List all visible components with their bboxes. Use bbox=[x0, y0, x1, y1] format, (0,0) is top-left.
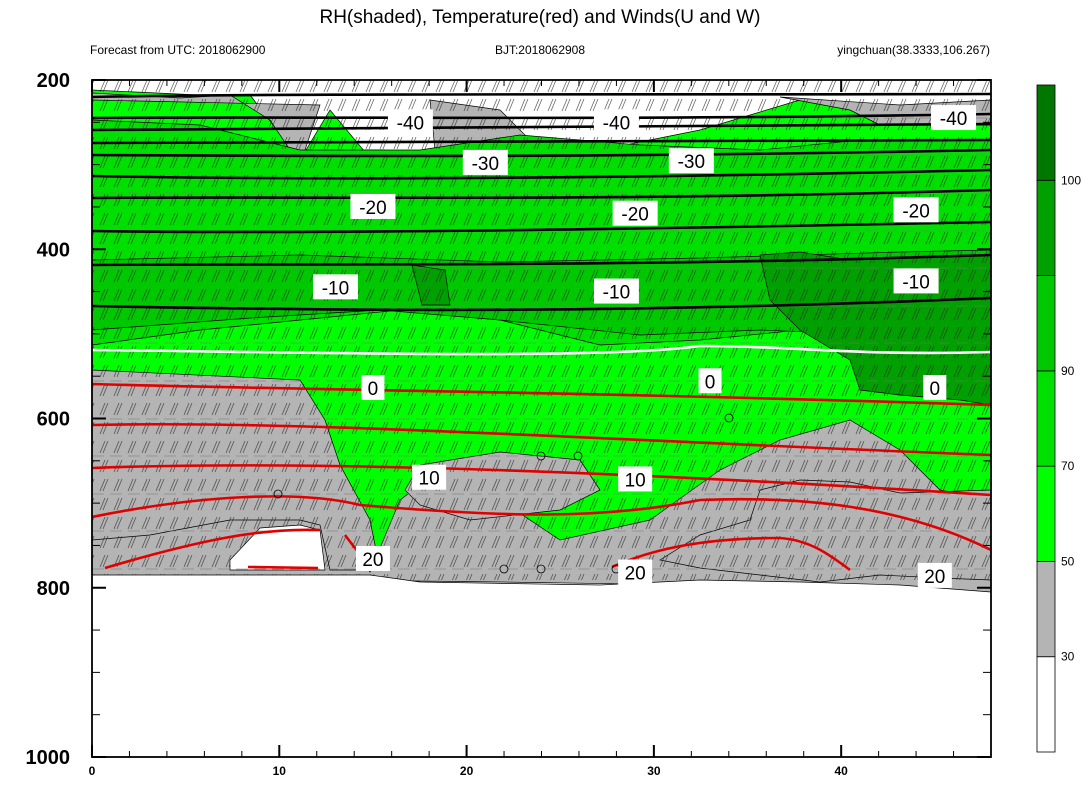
y-tick-label: 1000 bbox=[26, 747, 71, 769]
temperature-label: -30 bbox=[472, 154, 499, 175]
temperature-contours-negative bbox=[92, 92, 991, 312]
temperature-label-box bbox=[923, 375, 947, 401]
temperature-label-box bbox=[361, 375, 385, 401]
temperature-label: -40 bbox=[603, 113, 630, 134]
temperature-label-layer: -40 -40 -40 -30 -30 -20 -20 -20 -10 -10 -10 0 0 0 10 10… bbox=[312, 105, 977, 588]
temperature-label-box bbox=[612, 200, 658, 226]
colorbar-label: 70 bbox=[1061, 459, 1075, 473]
temperature-label: -20 bbox=[621, 205, 648, 226]
temperature-label-box bbox=[412, 464, 447, 490]
temperature-label-box bbox=[931, 105, 977, 131]
colorbar-label: 90 bbox=[1061, 364, 1075, 378]
colorbar-label: 30 bbox=[1061, 650, 1075, 664]
temperature-label: 20 bbox=[625, 564, 646, 585]
temperature-label: 10 bbox=[419, 469, 440, 490]
colorbar-label: 100 bbox=[1061, 173, 1081, 187]
plot-area bbox=[92, 80, 991, 757]
temperature-label: -30 bbox=[678, 152, 705, 173]
temperature-label-box bbox=[698, 368, 722, 394]
temperature-label-box bbox=[618, 466, 653, 492]
x-tick-label: 40 bbox=[834, 764, 848, 778]
temperature-label: -10 bbox=[603, 283, 630, 304]
station-label: yingchuan(38.3333,106.267) bbox=[837, 43, 990, 57]
x-tick-label: 10 bbox=[273, 764, 287, 778]
y-tick-label: 200 bbox=[37, 70, 70, 92]
temperature-label-box bbox=[387, 109, 433, 135]
y-tick-label: 400 bbox=[37, 239, 70, 261]
temperature-label: 0 bbox=[705, 372, 716, 393]
temperature-label: -20 bbox=[359, 198, 386, 219]
chart-title: RH(shaded), Temperature(red) and Winds(U… bbox=[319, 7, 760, 28]
temperature-label: 0 bbox=[368, 379, 379, 400]
x-tick-label: 30 bbox=[647, 764, 661, 778]
temperature-label: 0 bbox=[930, 379, 941, 400]
temperature-label-box bbox=[668, 148, 714, 174]
colorbar-swatch bbox=[1036, 84, 1056, 181]
temperature-label: 20 bbox=[362, 550, 383, 571]
colorbar-swatch bbox=[1036, 561, 1056, 658]
bjt-time-label: BJT:2018062908 bbox=[495, 43, 585, 57]
temperature-label: -20 bbox=[902, 201, 929, 222]
temperature-label: -10 bbox=[902, 272, 929, 293]
y-tick-label: 800 bbox=[37, 578, 70, 600]
temperature-label: 20 bbox=[924, 567, 945, 588]
temperature-label-box bbox=[462, 149, 508, 175]
colorbar-swatch bbox=[1036, 370, 1056, 467]
colorbar-label: 50 bbox=[1061, 554, 1075, 568]
temperature-label-box bbox=[350, 193, 396, 219]
below-ground-area bbox=[92, 574, 991, 757]
x-axis: 0 10 20 30 40 bbox=[89, 80, 992, 778]
temperature-contour-zero bbox=[92, 344, 991, 356]
temperature-label: -10 bbox=[322, 278, 349, 299]
colorbar-swatch bbox=[1036, 179, 1056, 276]
temperature-label-box bbox=[593, 278, 639, 304]
x-tick-label: 0 bbox=[89, 764, 96, 778]
temperature-label: -40 bbox=[397, 113, 424, 134]
colorbar: 30 50 70 90 100 bbox=[1036, 84, 1081, 753]
temperature-contours-positive bbox=[92, 382, 991, 572]
colorbar-swatch bbox=[1036, 275, 1056, 372]
colorbar-swatch bbox=[1036, 465, 1056, 562]
y-tick-label: 600 bbox=[37, 409, 70, 431]
temperature-label: -40 bbox=[940, 109, 967, 130]
colorbar-swatch bbox=[1036, 656, 1056, 753]
temperature-label-box bbox=[593, 109, 639, 135]
temperature-label-box bbox=[618, 559, 653, 585]
temperature-label-box bbox=[312, 274, 358, 300]
temperature-label-box bbox=[917, 562, 952, 588]
temperature-label-box bbox=[893, 268, 939, 294]
x-tick-label: 20 bbox=[460, 764, 474, 778]
temperature-label: 10 bbox=[625, 470, 646, 491]
temperature-label-box bbox=[355, 545, 390, 571]
forecast-time-label: Forecast from UTC: 2018062900 bbox=[90, 43, 266, 57]
temperature-label-box bbox=[893, 197, 939, 223]
